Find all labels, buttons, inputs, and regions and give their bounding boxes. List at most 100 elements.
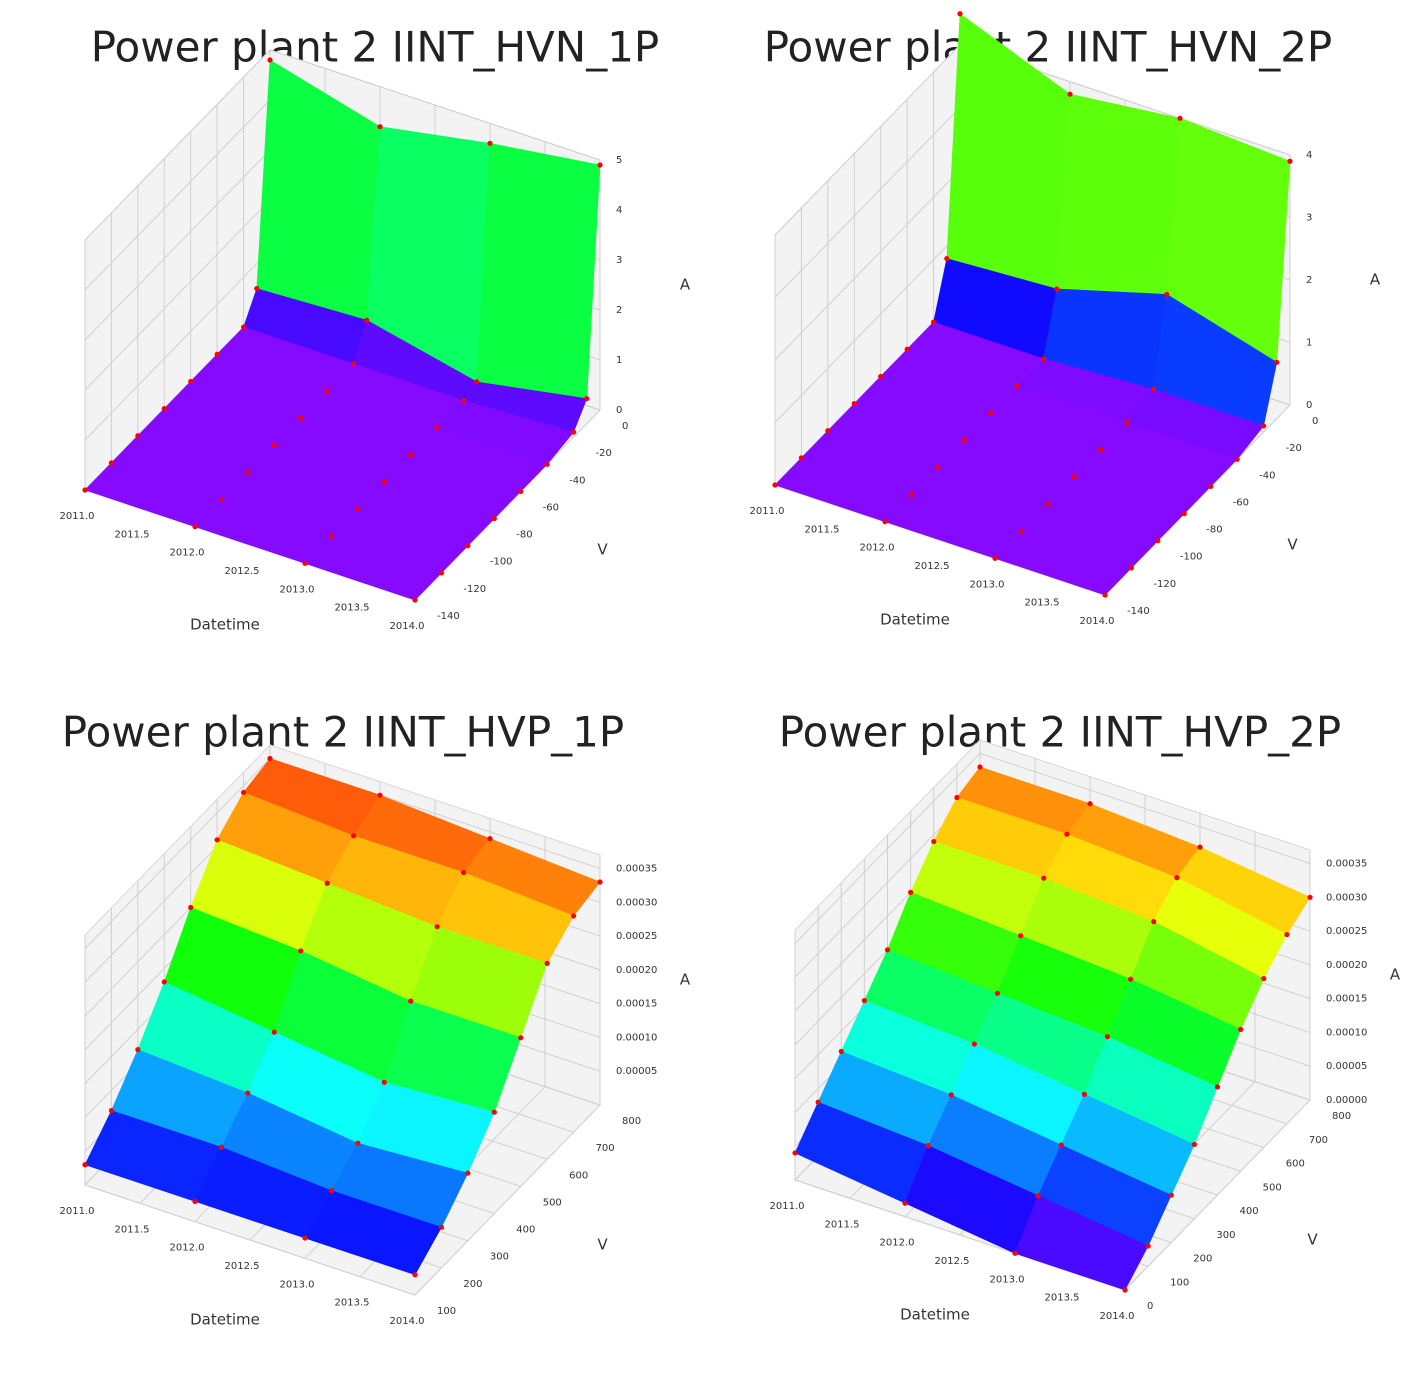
data-point — [838, 1048, 844, 1055]
z-tick-label: 4 — [1306, 150, 1312, 161]
x-tick-label: 2013.0 — [280, 584, 315, 595]
x-tick-label: 2013.5 — [1025, 598, 1060, 609]
data-point — [438, 1224, 445, 1230]
y-tick-label: -40 — [569, 475, 585, 486]
data-point — [245, 1090, 251, 1096]
data-point — [271, 1029, 277, 1035]
y-tick-label: -140 — [1127, 606, 1150, 617]
data-point — [188, 904, 194, 911]
z-tick-label: 0.00005 — [1326, 1061, 1367, 1072]
data-point — [408, 452, 414, 458]
data-point — [214, 351, 220, 357]
data-point — [1155, 538, 1161, 544]
y-tick-label: 300 — [490, 1252, 509, 1263]
grid-line — [774, 169, 961, 361]
data-point — [1164, 291, 1170, 298]
grid-line — [84, 249, 271, 441]
data-point — [518, 488, 524, 495]
data-point — [381, 1079, 387, 1085]
x-tick-label: 2011.0 — [60, 1206, 95, 1217]
x-tick-label: 2011.0 — [60, 511, 95, 522]
data-point — [1064, 831, 1070, 837]
data-point — [267, 57, 273, 63]
data-point — [792, 1150, 798, 1156]
z-tick-label: 0.00010 — [616, 1032, 657, 1043]
data-point — [1102, 592, 1108, 598]
data-point — [1214, 1084, 1221, 1090]
surface-face — [476, 142, 601, 399]
x-tick-label: 2014.0 — [390, 1316, 425, 1327]
y-tick-label: 600 — [569, 1170, 588, 1181]
z-tick-label: 2 — [1306, 275, 1312, 286]
z-tick-label: 2 — [616, 305, 622, 316]
chart-title: Power plant 2 IINT_HVN_1P — [91, 23, 660, 72]
z-tick-label: 0 — [1306, 400, 1312, 411]
data-point — [988, 410, 994, 416]
data-point — [1098, 447, 1104, 453]
data-point — [474, 379, 480, 385]
data-point — [1124, 420, 1130, 426]
y-tick-label: 500 — [1263, 1182, 1282, 1193]
data-point — [412, 1272, 418, 1278]
y-tick-label: 0 — [622, 421, 628, 432]
data-point — [961, 437, 967, 443]
x-tick-label: 2011.5 — [115, 529, 150, 540]
data-point — [1128, 565, 1135, 571]
grid-line — [84, 149, 271, 341]
x-tick-label: 2013.0 — [280, 1279, 315, 1290]
data-point — [1018, 933, 1024, 939]
data-point — [302, 1235, 308, 1241]
data-point — [1208, 483, 1214, 490]
data-point — [971, 1041, 977, 1047]
x-tick-label: 2011.5 — [115, 1224, 150, 1235]
x-axis-label: Datetime — [900, 1306, 970, 1324]
y-tick-label: 200 — [463, 1279, 482, 1290]
z-tick-label: 1 — [616, 355, 622, 366]
y-tick-label: 200 — [1193, 1254, 1212, 1265]
grid-line — [774, 107, 961, 298]
data-point — [544, 461, 550, 467]
data-point — [1054, 286, 1060, 292]
z-tick-label: 4 — [616, 205, 622, 216]
y-tick-label: -20 — [596, 448, 612, 459]
z-tick-label: 0.00025 — [1326, 926, 1367, 937]
x-tick-label: 2012.0 — [170, 1243, 205, 1254]
x-tick-label: 2013.5 — [335, 1298, 370, 1309]
z-tick-label: 0.00000 — [1326, 1095, 1367, 1106]
x-axis-label: Datetime — [190, 1311, 260, 1329]
y-tick-label: -100 — [1180, 552, 1203, 563]
data-point — [381, 479, 387, 485]
data-point — [948, 1092, 954, 1098]
data-point — [930, 319, 937, 325]
data-point — [218, 1144, 225, 1150]
y-tick-label: 700 — [1309, 1135, 1328, 1146]
data-point — [1191, 1141, 1197, 1148]
grid-line — [774, 232, 961, 423]
y-tick-label: 100 — [1170, 1277, 1189, 1288]
data-point — [434, 425, 440, 431]
data-point — [491, 1109, 497, 1115]
chart-panel: Power plant 2 IINT_HVP_1P 2011.0 2011.5 201… — [60, 708, 691, 1329]
data-point — [1274, 359, 1280, 365]
y-tick-label: -60 — [1233, 497, 1249, 508]
x-tick-label: 2012.5 — [225, 566, 260, 577]
grid-line — [84, 199, 271, 391]
data-point — [254, 285, 260, 292]
z-tick-label: 1 — [1306, 338, 1312, 349]
data-point — [904, 346, 910, 352]
data-point — [108, 1107, 115, 1114]
data-point — [1018, 528, 1025, 534]
z-axis-label: A — [1370, 271, 1381, 289]
y-tick-label: -100 — [490, 557, 513, 568]
data-point — [815, 1099, 821, 1105]
data-point — [188, 378, 194, 385]
z-tick-label: 0 — [616, 405, 622, 416]
data-point — [1040, 356, 1047, 362]
data-point — [487, 140, 493, 146]
data-point — [1197, 844, 1203, 850]
data-point — [772, 482, 778, 488]
data-point — [328, 533, 335, 539]
data-point — [214, 837, 220, 843]
data-point — [902, 1200, 908, 1206]
data-point — [377, 124, 383, 130]
